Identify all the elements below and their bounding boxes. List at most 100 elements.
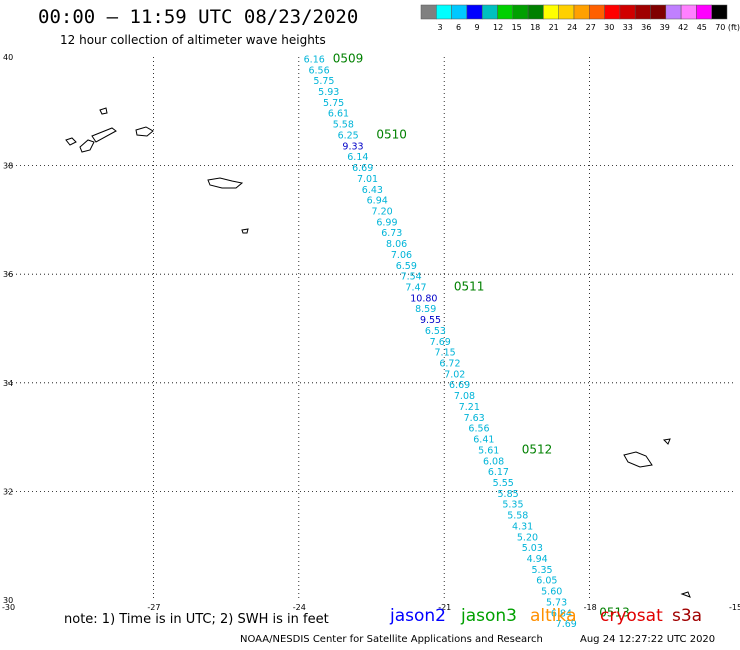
- pass-label: 0509: [333, 51, 364, 65]
- wave-height-value: 6.59: [396, 261, 417, 272]
- wave-height-value: 5.20: [517, 532, 538, 543]
- wave-height-value: 10.80: [410, 293, 437, 304]
- wave-height-value: 5.58: [333, 120, 354, 131]
- lat-tick-label: 32: [3, 487, 13, 496]
- scale-label: 33: [623, 23, 633, 32]
- satellite-legend-s3a: s3a: [672, 606, 703, 626]
- wave-height-value: 6.61: [328, 109, 349, 120]
- lat-tick-label: 38: [3, 162, 13, 171]
- lat-tick-label: 30: [3, 596, 13, 605]
- wave-height-value: 7.02: [444, 369, 465, 380]
- wave-height-value: 6.41: [473, 435, 494, 446]
- wave-height-value: 5.58: [507, 511, 528, 522]
- scale-label: 15: [512, 23, 522, 32]
- wave-height-value: 7.54: [401, 272, 422, 283]
- scale-color-box: [711, 4, 728, 20]
- satellite-legend-altika: altika: [530, 606, 577, 626]
- satellite-legend-jason3: jason3: [461, 606, 517, 626]
- scale-label: 9: [475, 23, 480, 32]
- scale-label: 27: [586, 23, 596, 32]
- scale-label: 18: [530, 23, 540, 32]
- wave-height-value: 5.60: [541, 587, 562, 598]
- footer-timestamp: Aug 24 12:27:22 UTC 2020: [580, 634, 716, 645]
- wave-height-value: 5.35: [502, 500, 523, 511]
- wave-height-value: 6.16: [304, 54, 325, 65]
- landmasses: [65, 107, 691, 598]
- lon-tick-label: -30: [2, 603, 15, 612]
- pass-label: 0511: [454, 279, 485, 293]
- wave-height-value: 7.63: [464, 413, 485, 424]
- lon-tick-label: -18: [584, 603, 597, 612]
- wave-height-value: 7.47: [405, 282, 426, 293]
- wave-height-value: 6.53: [425, 326, 446, 337]
- island-azores-5: [135, 126, 154, 137]
- scale-label: 42: [678, 23, 688, 32]
- island-azores-1: [65, 137, 77, 146]
- wave-height-value: 5.35: [531, 565, 552, 576]
- wave-height-value: 6.73: [381, 228, 402, 239]
- wave-height-value: 5.75: [323, 98, 344, 109]
- pass-labels: 0509 0510 0511 0512 0513: [333, 51, 630, 619]
- island-canary-1: [623, 451, 653, 468]
- scale-label: 3: [438, 23, 443, 32]
- wave-height-value: 7.06: [391, 250, 412, 261]
- wave-height-value: 7.15: [435, 348, 456, 359]
- island-madeira: [207, 177, 244, 189]
- wave-height-value: 6.69: [352, 163, 373, 174]
- pass-label: 0512: [522, 442, 553, 456]
- island-azores-3: [91, 127, 117, 143]
- wave-height-value: 5.85: [498, 489, 519, 500]
- satellite-legend-jason2: jason2: [390, 606, 446, 626]
- scale-label: 70 (ft): [715, 23, 740, 32]
- map-subtitle: 12 hour collection of altimeter wave hei…: [60, 33, 326, 47]
- wave-height-color-scale: 3 6 9 12 15 18 21 24 27 30 33 36 39 42 45 70 (ft): [420, 4, 740, 32]
- scale-label: 12: [493, 23, 503, 32]
- wave-height-value: 6.08: [483, 456, 504, 467]
- scale-label: 36: [641, 23, 651, 32]
- wave-height-value: 7.69: [430, 337, 451, 348]
- footer-credit: NOAA/NESDIS Center for Satellite Applica…: [240, 634, 543, 645]
- wave-height-value: 4.94: [527, 554, 548, 565]
- lat-tick-label: 40: [3, 53, 13, 62]
- satellite-legend-cryosat: cryosat: [600, 606, 663, 626]
- lat-tick-label: 34: [3, 379, 13, 388]
- wave-height-value: 5.55: [493, 478, 514, 489]
- wave-height-value: 7.69: [556, 619, 577, 630]
- lat-tick-label: 36: [3, 270, 13, 279]
- island-azores-2: [79, 139, 95, 153]
- lon-tick-label: -24: [293, 603, 306, 612]
- wave-height-value: 6.56: [308, 65, 329, 76]
- wave-height-value: 7.08: [454, 391, 475, 402]
- wave-height-value: 9.55: [420, 315, 441, 326]
- wave-height-value: 6.69: [449, 380, 470, 391]
- wave-height-value: 8.06: [386, 239, 407, 250]
- wave-height-value: 5.73: [546, 597, 567, 608]
- scale-label: 6: [456, 23, 461, 32]
- scale-label: 21: [549, 23, 559, 32]
- scale-label: 45: [697, 23, 707, 32]
- wave-height-value: 6.72: [439, 359, 460, 370]
- island-azores-4: [99, 107, 108, 115]
- wave-height-value: 7.21: [459, 402, 480, 413]
- wave-height-value: 5.03: [522, 543, 543, 554]
- pass-label: 0510: [376, 127, 407, 141]
- map-grid: [8, 57, 735, 600]
- island-canary-3: [680, 591, 691, 598]
- wave-height-value: 7.20: [372, 206, 393, 217]
- map-title: 00:00 — 11:59 UTC 08/23/2020: [38, 6, 359, 28]
- wave-height-value: 5.75: [313, 76, 334, 87]
- wave-height-value: 6.14: [347, 152, 368, 163]
- island-small: [241, 228, 249, 234]
- wave-height-value: 6.17: [488, 467, 509, 478]
- note-text: note: 1) Time is in UTC; 2) SWH is in fe…: [64, 612, 329, 627]
- lon-tick-label: -21: [438, 603, 451, 612]
- scale-label: 30: [604, 23, 614, 32]
- lon-tick-label: -27: [147, 603, 160, 612]
- wave-height-value: 6.84: [551, 608, 572, 619]
- wave-height-value: 5.93: [318, 87, 339, 98]
- scale-label: 39: [660, 23, 670, 32]
- island-canary-2: [662, 438, 671, 445]
- wave-height-value: 8.59: [415, 304, 436, 315]
- jason3-track: 6.166.565.755.935.756.615.586.259.336.14…: [304, 54, 577, 630]
